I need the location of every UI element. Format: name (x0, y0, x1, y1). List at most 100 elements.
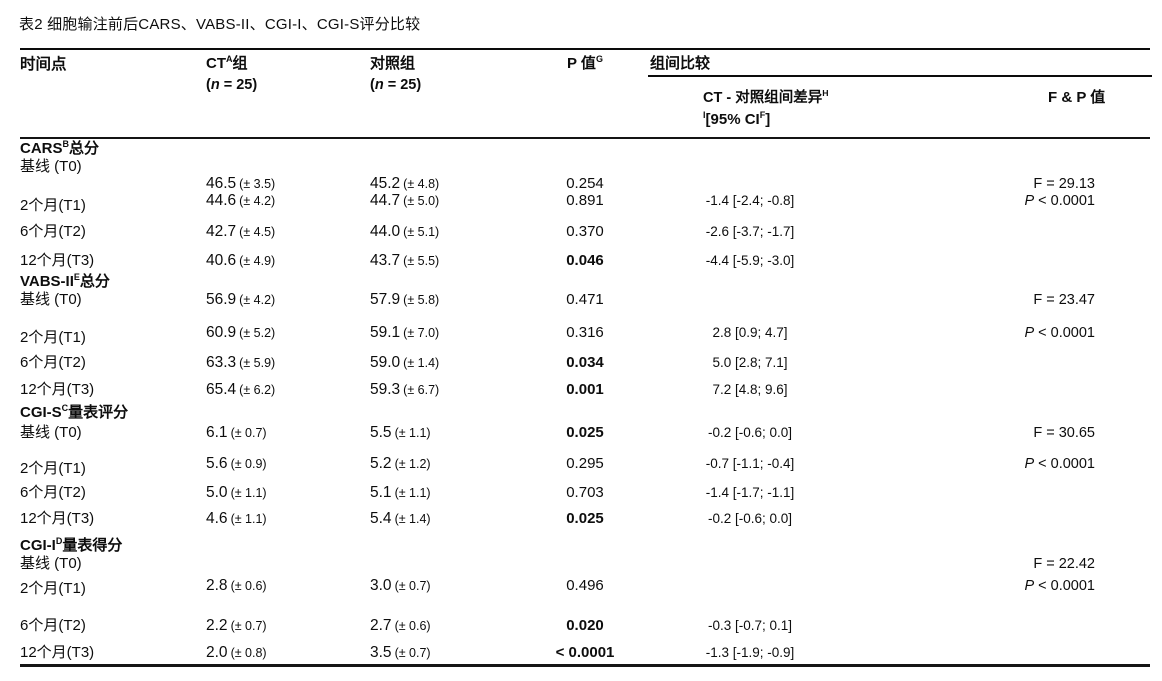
control-group-value: 2.7 (± 0.6) (370, 616, 510, 643)
time-point-label: 6个月(T2) (20, 354, 86, 371)
mean-value: 44.0 (370, 223, 401, 240)
table-section: CGI-ID量表得分 基线 (T0) F = 22.42 2个月(T1) 2.8… (20, 536, 1150, 664)
p-value: 0.046 (566, 252, 604, 269)
f-p-statistic: F = 23.47 (1033, 292, 1095, 308)
p-value: 0.034 (566, 354, 604, 371)
between-group-difference: 7.2 [4.8; 9.6] (712, 382, 788, 397)
control-group-value: 44.0 (± 5.1) (370, 222, 510, 251)
mean-value: 2.0 (206, 644, 228, 661)
ct-group-value: 5.0 (± 1.1) (206, 483, 370, 509)
sd-value: (± 0.6) (394, 619, 431, 633)
between-group-difference: 5.0 [2.8; 7.1] (712, 355, 788, 370)
mean-value: 2.7 (370, 617, 392, 634)
sd-value: (± 3.5) (239, 177, 276, 191)
superscript-g: G (595, 54, 603, 64)
col-header-time-point: 时间点 (20, 56, 67, 73)
section-title: CARSB总分 (20, 139, 100, 157)
sd-value: (± 0.6) (230, 579, 267, 593)
f-p-statistic (840, 616, 1150, 643)
table-row: 6个月(T2) 63.3 (± 5.9) 59.0 (± 1.4) 0.034 5.… (20, 353, 1150, 380)
f-p-statistic: P < 0.0001 (1024, 325, 1095, 341)
sd-value: (± 4.9) (239, 254, 276, 268)
section-title: CGI-SC量表评分 (20, 403, 129, 421)
ct-group-value: 5.6 (± 0.9) (206, 454, 370, 478)
sd-value: (± 1.1) (230, 512, 267, 526)
table-row: 基线 (T0) 56.9 (± 4.2) 57.9 (± 5.8) 0.471 F … (20, 290, 1150, 328)
mean-value: 5.2 (370, 455, 392, 472)
f-p-statistic: P < 0.0001 (1024, 578, 1095, 594)
ct-group-n: (n = 25) (206, 77, 258, 93)
control-group-value: 45.2 (± 4.8) (370, 174, 510, 213)
section-superscript: B (62, 139, 70, 149)
sd-value: (± 0.7) (394, 579, 431, 593)
between-group-difference: -1.4 [-2.4; -0.8] (705, 193, 795, 208)
table-section: VABS-IIE总分 基线 (T0) 56.9 (± 4.2) 57.9 (± 5.… (20, 272, 1150, 405)
col-header-control-group: 对照组 (n = 25) (370, 52, 421, 93)
sd-value: (± 6.2) (239, 383, 276, 397)
table-row: 2个月(T1) 44.6 (± 4.2) 44.7 (± 5.0) 0.891 -1… (20, 192, 1150, 222)
ct-group-value: 65.4 (± 6.2) (206, 380, 370, 405)
mean-value: 4.6 (206, 510, 228, 527)
mean-value: 59.1 (370, 324, 401, 341)
p-value: 0.025 (566, 424, 604, 441)
mean-value: 5.4 (370, 510, 392, 527)
mean-value: 45.2 (370, 175, 401, 192)
time-point-label: 2个月(T1) (20, 580, 86, 597)
mean-value: 57.9 (370, 291, 401, 308)
mean-value: 2.2 (206, 617, 228, 634)
p-value: 0.316 (566, 324, 604, 341)
sd-value: (± 1.1) (230, 486, 267, 500)
control-group-value: 3.0 (± 0.7) (370, 576, 510, 613)
sd-value: (± 7.0) (403, 326, 440, 340)
mean-value: 56.9 (206, 291, 237, 308)
section-superscript: E (73, 272, 80, 282)
time-point-label: 基线 (T0) (20, 555, 82, 572)
ct-group-value: 2.8 (± 0.6) (206, 576, 370, 613)
superscript-a: A (226, 54, 233, 64)
p-value: 0.891 (566, 192, 604, 209)
ct-group-title: CTA组 (206, 54, 248, 73)
p-value: 0.001 (566, 381, 604, 398)
ct-group-value: 40.6 (± 4.9) (206, 251, 370, 274)
ct-group-value: 2.0 (± 0.8) (206, 643, 370, 664)
control-group-value: 3.5 (± 0.7) (370, 643, 510, 664)
table-header: 时间点 CTA组 (n = 25) 对照组 (n = 25) P 值G 组间比较… (20, 48, 1152, 139)
superscript-f: F (759, 110, 766, 120)
between-group-difference: -1.4 [-1.7; -1.1] (705, 485, 795, 500)
f-p-statistic: F = 29.13 (1033, 176, 1095, 192)
ct-group-value: 56.9 (± 4.2) (206, 290, 370, 328)
mean-value: 5.1 (370, 484, 392, 501)
time-point-label: 12个月(T3) (20, 252, 95, 269)
time-point-label: 6个月(T2) (20, 484, 86, 501)
f-p-statistic (840, 380, 1150, 405)
sd-value: (± 1.1) (394, 426, 431, 440)
control-group-value: 5.4 (± 1.4) (370, 509, 510, 538)
control-group-value: 44.7 (± 5.0) (370, 191, 510, 217)
control-group-value: 43.7 (± 5.5) (370, 251, 510, 274)
f-p-statistic (840, 509, 1150, 538)
sd-value: (± 4.2) (239, 293, 276, 307)
mean-value: 59.3 (370, 381, 401, 398)
sd-value: (± 1.2) (394, 457, 431, 471)
time-point-label: 12个月(T3) (20, 381, 95, 398)
table-row: 6个月(T2) 5.0 (± 1.1) 5.1 (± 1.1) 0.703 -1.4… (20, 483, 1150, 509)
control-group-value: 59.3 (± 6.7) (370, 380, 510, 405)
control-group-title: 对照组 (370, 55, 416, 72)
mean-value: 40.6 (206, 252, 237, 269)
mean-value: 46.5 (206, 175, 237, 192)
control-group-value: 57.9 (± 5.8) (370, 290, 510, 328)
f-p-statistic: F = 22.42 (1033, 556, 1095, 572)
p-value: 0.471 (566, 291, 604, 308)
f-p-statistic (840, 353, 1150, 380)
ct-group-value: 63.3 (± 5.9) (206, 353, 370, 380)
between-group-difference: -2.6 [-3.7; -1.7] (705, 224, 795, 239)
sd-value: (± 4.5) (239, 225, 276, 239)
table-row: 6个月(T2) 2.2 (± 0.7) 2.7 (± 0.6) 0.020 -0.3… (20, 616, 1150, 643)
mean-value: 3.0 (370, 577, 392, 594)
section-superscript: D (55, 536, 63, 546)
sd-value: (± 0.9) (230, 457, 267, 471)
f-p-statistic (840, 222, 1150, 251)
table-section: CARSB总分 基线 (T0) 46.5 (± 3.5) 45.2 (± 4.8) … (20, 139, 1150, 274)
f-p-statistic: P < 0.0001 (1024, 193, 1095, 209)
